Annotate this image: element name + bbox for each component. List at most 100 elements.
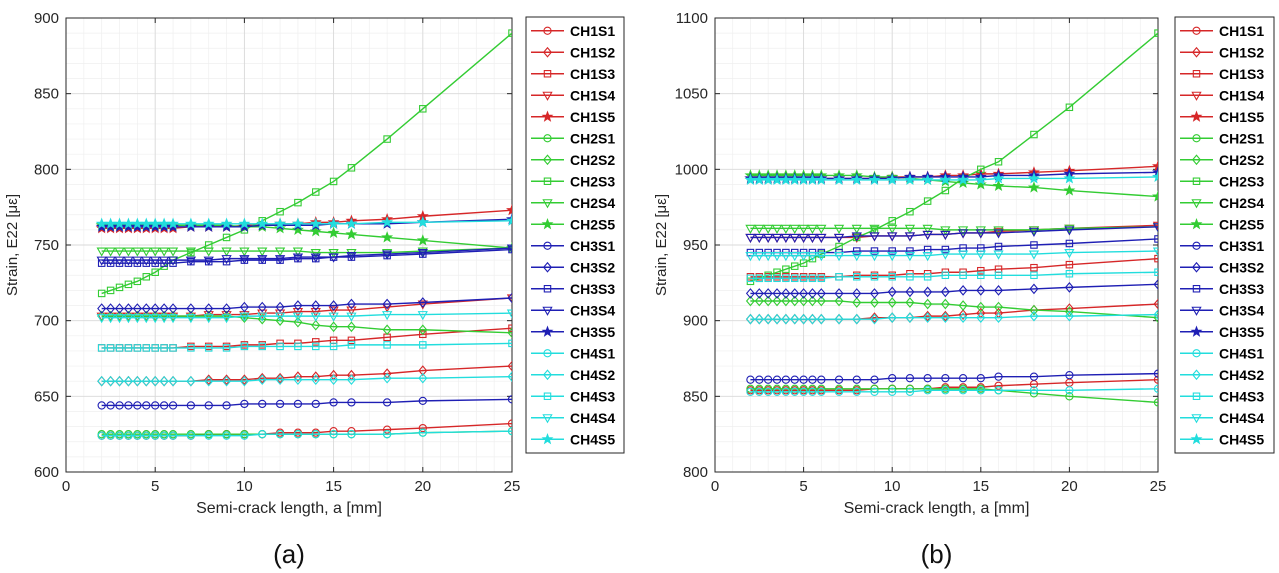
- legend-item: CH1S4: [531, 87, 615, 103]
- legend-label: CH4S2: [1219, 367, 1264, 383]
- legend-item: CH1S2: [1180, 44, 1264, 60]
- legend-marker: [1192, 177, 1201, 186]
- data-point: [888, 273, 896, 281]
- y-tick-label: 750: [34, 237, 59, 254]
- data-point: [97, 431, 106, 440]
- x-tick-label: 25: [1150, 478, 1167, 495]
- data-point: [151, 401, 160, 410]
- data-point: [106, 401, 115, 410]
- data-point: [106, 303, 116, 314]
- data-point: [771, 173, 783, 186]
- data-point: [976, 374, 985, 383]
- data-point: [940, 230, 951, 241]
- legend-label: CH2S2: [1219, 152, 1264, 168]
- data-point: [753, 173, 766, 186]
- legend-label: CH2S2: [570, 152, 615, 168]
- data-point: [347, 341, 356, 349]
- data-point: [257, 374, 267, 386]
- data-point: [222, 233, 231, 242]
- data-point: [222, 431, 231, 440]
- data-point: [97, 344, 106, 352]
- data-point: [799, 295, 809, 307]
- data-point: [1153, 384, 1158, 393]
- data-point: [904, 232, 916, 242]
- y-tick-label: 700: [34, 313, 59, 330]
- data-point: [1065, 270, 1074, 278]
- legend-label: CH4S5: [1219, 431, 1264, 447]
- data-point: [187, 344, 195, 352]
- x-tick-label: 25: [504, 478, 521, 495]
- data-point: [123, 256, 134, 266]
- data-point: [887, 286, 897, 298]
- legend-label: CH1S1: [570, 23, 615, 39]
- x-axis-label: Semi-crack length, a [mm]: [196, 500, 382, 517]
- data-point: [167, 247, 179, 257]
- data-point: [328, 312, 339, 322]
- legend-marker: [1192, 26, 1201, 35]
- grid: [714, 17, 1159, 473]
- data-point: [204, 344, 213, 352]
- data-point: [239, 247, 250, 257]
- data-point: [1030, 263, 1038, 272]
- data-point: [239, 312, 250, 322]
- data-point: [418, 423, 427, 433]
- data-point: [799, 274, 808, 283]
- data-point: [816, 252, 827, 262]
- data-point: [239, 375, 249, 387]
- legend-marker: [541, 110, 554, 122]
- data-point: [958, 309, 968, 320]
- data-point: [887, 224, 898, 234]
- data-point: [772, 387, 782, 396]
- data-point: [905, 286, 915, 298]
- data-point: [347, 336, 356, 345]
- series-line-CH4S4: [101, 312, 512, 319]
- legend-label: CH2S4: [570, 195, 615, 211]
- data-point: [329, 430, 338, 439]
- data-point: [418, 428, 427, 437]
- data-point: [158, 314, 170, 324]
- data-point: [292, 308, 304, 318]
- legend-item: CH4S2: [1180, 367, 1264, 383]
- data-point: [940, 250, 951, 260]
- data-point: [1064, 226, 1075, 236]
- data-point: [923, 298, 933, 310]
- data-point: [958, 312, 968, 323]
- data-point: [806, 173, 819, 186]
- data-point: [886, 173, 899, 186]
- data-point: [417, 249, 428, 259]
- data-point: [1029, 283, 1039, 295]
- legend-item: CH3S3: [531, 281, 615, 297]
- data-point: [142, 344, 151, 352]
- data-point: [772, 288, 782, 299]
- x-tick-label: 5: [799, 478, 807, 495]
- y-tick-label: 900: [34, 10, 59, 27]
- y-tick-label: 1100: [676, 10, 708, 27]
- data-point: [959, 271, 967, 280]
- series-line-CH4S1: [101, 430, 512, 437]
- data-point: [745, 295, 755, 307]
- data-point: [816, 233, 827, 244]
- y-axis-label: Strain, E22 [με]: [4, 194, 21, 296]
- data-point: [798, 224, 809, 234]
- data-point: [1152, 160, 1158, 172]
- y-tick-label: 850: [34, 86, 59, 103]
- data-point: [258, 430, 267, 439]
- data-point: [957, 229, 969, 239]
- data-point: [923, 374, 932, 383]
- data-point: [124, 344, 133, 352]
- data-point: [974, 178, 987, 190]
- legend-item: CH2S5: [531, 216, 615, 232]
- data-point: [808, 387, 817, 396]
- data-point: [329, 177, 338, 186]
- data-point: [887, 252, 898, 262]
- legend-marker: [542, 369, 553, 381]
- data-point: [870, 273, 879, 281]
- legend-item: CH4S3: [531, 388, 615, 404]
- series-line-CH4S5: [750, 176, 1158, 181]
- series-line-CH2S3: [101, 32, 512, 295]
- data-point: [132, 375, 142, 387]
- chart-panel-b: 0 5 10 15 20 25 800 850 900 950 1000 1050 1100 Semi-c…: [640, 0, 1279, 573]
- data-point: [977, 266, 985, 275]
- data-point: [240, 342, 249, 351]
- legend-item: CH4S4: [1180, 410, 1264, 426]
